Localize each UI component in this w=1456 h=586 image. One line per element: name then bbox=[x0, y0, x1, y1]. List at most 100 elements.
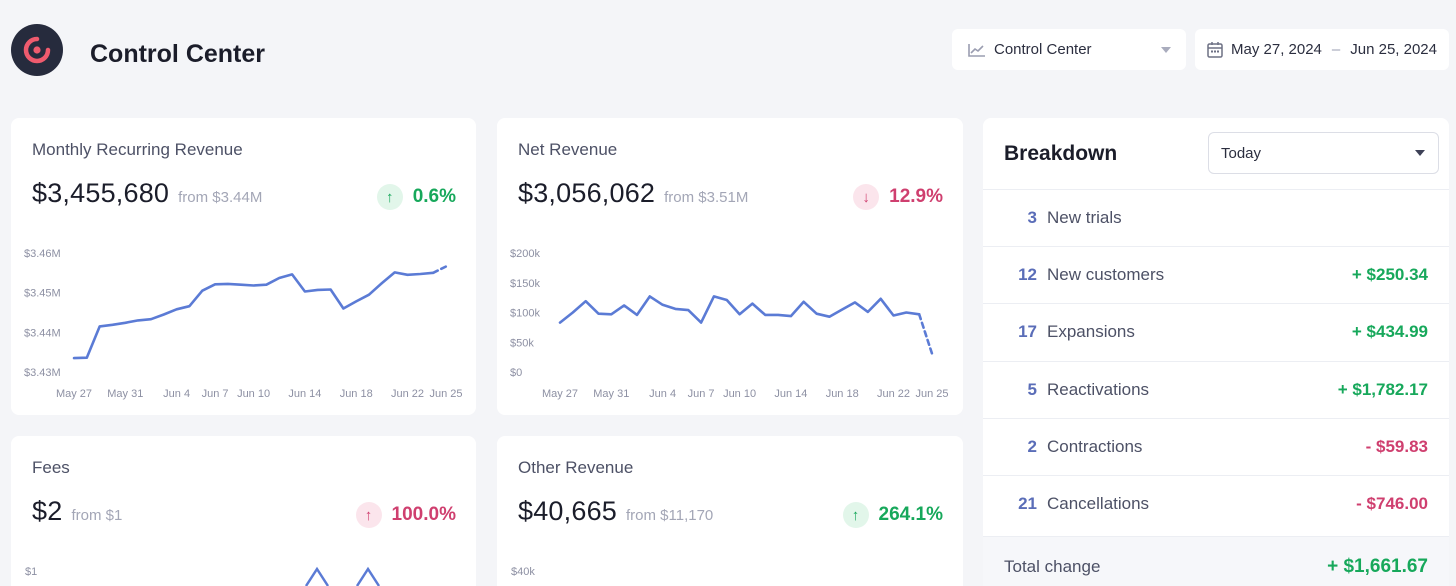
x-tick-label: Jun 18 bbox=[340, 388, 373, 400]
y-tick-label: $3.46M bbox=[24, 248, 61, 260]
date-range-picker[interactable]: May 27, 2024 – Jun 25, 2024 bbox=[1195, 29, 1449, 70]
breakdown-count: 12 bbox=[1018, 265, 1037, 284]
breakdown-title: Breakdown bbox=[1004, 142, 1118, 165]
page-title: Control Center bbox=[90, 40, 265, 68]
breakdown-count: 2 bbox=[1027, 437, 1037, 456]
other-revenue-value: $40,665 bbox=[518, 496, 617, 526]
y-tick-label: $50k bbox=[510, 337, 534, 349]
breakdown-count: 5 bbox=[1027, 380, 1037, 399]
series-line bbox=[72, 271, 435, 360]
breakdown-amount: - $746.00 bbox=[1356, 494, 1428, 513]
caret-down-icon bbox=[1161, 46, 1171, 53]
fees-value: $2 bbox=[32, 496, 63, 526]
arrow-up-icon: ↑ bbox=[842, 502, 869, 528]
y-tick-label: $150k bbox=[510, 278, 540, 290]
x-tick-label: Jun 22 bbox=[391, 388, 424, 400]
fees-title: Fees bbox=[32, 458, 70, 477]
x-tick-label: Jun 10 bbox=[723, 388, 756, 400]
projected-line bbox=[431, 265, 448, 275]
logo-mark-icon bbox=[23, 36, 51, 64]
mrr-title: Monthly Recurring Revenue bbox=[32, 140, 243, 159]
caret-down-icon bbox=[1415, 150, 1425, 156]
fees-card[interactable]: Fees $2 from $1 ↑ 100.0% $1 bbox=[11, 436, 476, 586]
net-revenue-change: ↓ 12.9% bbox=[853, 184, 943, 210]
line-chart-icon bbox=[968, 43, 985, 57]
breakdown-label: New customers bbox=[1047, 265, 1165, 284]
other-revenue-change-value: 264.1% bbox=[878, 504, 943, 525]
breakdown-label: Reactivations bbox=[1047, 380, 1150, 399]
mrr-from: from $3.44M bbox=[178, 189, 263, 206]
breakdown-count: 3 bbox=[1027, 208, 1037, 227]
net-revenue-change-value: 12.9% bbox=[889, 186, 943, 207]
net-revenue-from: from $3.51M bbox=[664, 189, 749, 206]
x-tick-label: Jun 18 bbox=[826, 388, 859, 400]
fees-chart[interactable]: $1 bbox=[11, 436, 476, 586]
breakdown-amount: + $1,782.17 bbox=[1337, 380, 1428, 399]
x-tick-label: Jun 10 bbox=[237, 388, 270, 400]
mrr-change-value: 0.6% bbox=[412, 186, 456, 207]
other-revenue-title: Other Revenue bbox=[518, 458, 634, 477]
mrr-card[interactable]: Monthly Recurring Revenue $3,455,680 fro… bbox=[11, 118, 476, 415]
y-tick-label: $40k bbox=[511, 566, 535, 578]
y-tick-label: $0 bbox=[510, 367, 522, 379]
mrr-change: ↑ 0.6% bbox=[376, 184, 456, 210]
y-tick-label: $100k bbox=[510, 308, 540, 320]
mrr-value: $3,455,680 bbox=[32, 178, 170, 208]
x-tick-label: Jun 14 bbox=[288, 388, 321, 400]
x-tick-label: Jun 25 bbox=[429, 388, 462, 400]
breakdown-period-select[interactable]: Today bbox=[1208, 132, 1439, 174]
x-tick-label: May 31 bbox=[107, 388, 143, 400]
y-tick-label: $3.43M bbox=[24, 367, 61, 379]
x-tick-label: May 27 bbox=[542, 388, 578, 400]
breakdown-row-new-customers[interactable]: 12 New customers + $250.34 bbox=[983, 246, 1449, 303]
x-tick-label: Jun 4 bbox=[163, 388, 190, 400]
fees-change: ↑ 100.0% bbox=[355, 502, 456, 528]
mrr-chart[interactable]: $3.43M $3.44M $3.45M $3.46M May 27 May 31 Jun … bbox=[11, 118, 476, 415]
other-revenue-card[interactable]: Other Revenue $40,665 from $11,170 ↑ 264… bbox=[497, 436, 963, 586]
fees-value-row: $2 from $1 bbox=[32, 496, 122, 527]
breakdown-label: Expansions bbox=[1047, 322, 1135, 341]
arrow-up-icon: ↑ bbox=[376, 184, 403, 210]
date-end: Jun 25, 2024 bbox=[1350, 41, 1437, 58]
other-revenue-from: from $11,170 bbox=[626, 507, 714, 524]
series-line bbox=[558, 295, 921, 324]
breakdown-amount: + $434.99 bbox=[1351, 322, 1428, 341]
x-tick-label: Jun 7 bbox=[202, 388, 229, 400]
net-revenue-value: $3,056,062 bbox=[518, 178, 656, 208]
net-revenue-card[interactable]: Net Revenue $3,056,062 from $3.51M ↓ 12.… bbox=[497, 118, 963, 415]
breakdown-row-expansions[interactable]: 17 Expansions + $434.99 bbox=[983, 303, 1449, 360]
calendar-icon bbox=[1207, 42, 1223, 58]
fees-change-value: 100.0% bbox=[391, 504, 456, 525]
y-tick-label: $1 bbox=[25, 566, 37, 578]
other-revenue-change: ↑ 264.1% bbox=[842, 502, 943, 528]
breakdown-label: Cancellations bbox=[1047, 494, 1150, 513]
dashboard-select[interactable]: Control Center bbox=[952, 29, 1186, 70]
x-tick-label: Jun 7 bbox=[688, 388, 715, 400]
breakdown-count: 17 bbox=[1018, 322, 1037, 341]
fees-spike bbox=[304, 566, 330, 586]
breakdown-amount: - $59.83 bbox=[1365, 437, 1428, 456]
breakdown-row-cancellations[interactable]: 21 Cancellations - $746.00 bbox=[983, 475, 1449, 532]
arrow-up-icon: ↑ bbox=[355, 502, 382, 528]
y-tick-label: $200k bbox=[510, 248, 540, 260]
breakdown-row-reactivations[interactable]: 5 Reactivations + $1,782.17 bbox=[983, 361, 1449, 418]
x-tick-label: Jun 4 bbox=[649, 388, 676, 400]
fees-from: from $1 bbox=[71, 507, 123, 524]
breakdown-label: New trials bbox=[1047, 208, 1122, 227]
other-revenue-chart[interactable]: $40k bbox=[497, 436, 963, 586]
x-tick-label: Jun 25 bbox=[915, 388, 948, 400]
mrr-value-row: $3,455,680 from $3.44M bbox=[32, 178, 262, 209]
fees-spike bbox=[355, 566, 381, 586]
net-revenue-chart[interactable]: $0 $50k $100k $150k $200k May 27 May 31 Jun 4 Ju… bbox=[497, 118, 963, 415]
total-change-value: + $1,661.67 bbox=[1327, 555, 1428, 577]
y-tick-label: $3.45M bbox=[24, 288, 61, 300]
app-logo[interactable] bbox=[11, 24, 63, 76]
projected-line bbox=[917, 313, 934, 355]
dashboard-select-label: Control Center bbox=[994, 41, 1092, 58]
breakdown-row-new-trials[interactable]: 3 New trials bbox=[983, 189, 1449, 246]
x-tick-label: May 27 bbox=[56, 388, 92, 400]
breakdown-row-contractions[interactable]: 2 Contractions - $59.83 bbox=[983, 418, 1449, 475]
date-separator: – bbox=[1331, 41, 1341, 58]
breakdown-period-label: Today bbox=[1221, 144, 1262, 162]
total-change-label: Total change bbox=[1004, 556, 1101, 576]
